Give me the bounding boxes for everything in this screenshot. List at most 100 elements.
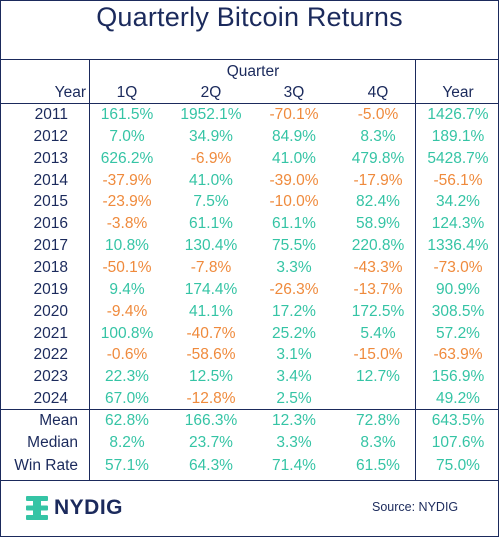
- table-cell: 82.4%: [356, 193, 400, 211]
- table-cell: 57.2%: [436, 324, 480, 342]
- quarter-group-header: Quarter: [226, 63, 280, 80]
- table-cell: 5428.7%: [427, 149, 489, 167]
- table-cell: 7.5%: [193, 193, 229, 211]
- table-cell: -9.4%: [106, 302, 148, 320]
- table-cell: 57.1%: [105, 456, 149, 474]
- row-label-year: 2015: [33, 193, 68, 211]
- table-cell: 1426.7%: [427, 106, 489, 123]
- table-cell: 61.1%: [272, 215, 316, 233]
- col-header-4q: 4Q: [367, 84, 389, 101]
- table-cell: 161.5%: [100, 106, 154, 123]
- table-cell: 156.9%: [431, 368, 485, 386]
- table-cell: 626.2%: [100, 149, 154, 167]
- table-cell: 479.8%: [351, 149, 405, 167]
- row-label-year: 2012: [33, 127, 68, 145]
- table-cell: 643.5%: [431, 412, 485, 429]
- table-cell: 23.7%: [189, 434, 233, 452]
- table-cell: 3.4%: [276, 368, 312, 386]
- row-label-year: 2022: [33, 346, 68, 364]
- table-cell: 12.3%: [272, 412, 316, 429]
- footer-divider: [0, 480, 499, 481]
- title-divider: [0, 59, 499, 60]
- table-cell: -6.9%: [190, 149, 232, 167]
- table-cell: 17.2%: [272, 302, 316, 320]
- table-cell: 62.8%: [105, 412, 149, 429]
- table-cell: -63.9%: [433, 346, 483, 364]
- table-cell: -70.1%: [269, 106, 319, 123]
- table-cell: -58.6%: [186, 346, 236, 364]
- table-cell: -5.0%: [357, 106, 399, 123]
- table-cell: 172.5%: [351, 302, 405, 320]
- table-cell: -50.1%: [102, 258, 152, 276]
- table-cell: 41.1%: [189, 302, 233, 320]
- table-cell: 189.1%: [431, 127, 485, 145]
- row-label-year: 2020: [33, 302, 68, 320]
- table-cell: 12.5%: [189, 368, 233, 386]
- table-cell: 5.4%: [360, 324, 396, 342]
- table-cell: 3.3%: [276, 258, 312, 276]
- table-cell: -26.3%: [269, 280, 319, 298]
- table-cell: -12.8%: [186, 390, 236, 408]
- table-cell: -56.1%: [433, 171, 483, 189]
- row-label-year: 2021: [33, 324, 68, 342]
- table-cell: 72.8%: [356, 412, 400, 429]
- row-label-stat: Mean: [39, 412, 78, 429]
- table-cell: 3.3%: [276, 434, 312, 452]
- row-label-year: 2011: [34, 106, 68, 123]
- table-cell: -43.3%: [353, 258, 403, 276]
- source-note: Source: NYDIG: [372, 500, 459, 514]
- table-cell: 308.5%: [431, 302, 485, 320]
- table-cell: 58.9%: [356, 215, 400, 233]
- table-cell: 25.2%: [272, 324, 316, 342]
- table-cell: 64.3%: [189, 456, 233, 474]
- table-cell: 49.2%: [436, 390, 480, 408]
- table-cell: 107.6%: [431, 434, 485, 452]
- header-divider: [0, 103, 499, 104]
- table-cell: 71.4%: [272, 456, 316, 474]
- year-col-divider: [89, 59, 90, 480]
- table-cell: 10.8%: [105, 237, 149, 255]
- table-cell: -40.7%: [186, 324, 236, 342]
- table-cell: -0.6%: [106, 346, 148, 364]
- annual-col-divider: [415, 59, 416, 480]
- table-cell: 8.2%: [109, 434, 145, 452]
- table-cell: 41.0%: [272, 149, 316, 167]
- row-label-year: 2024: [33, 390, 68, 408]
- col-header-3q: 3Q: [283, 84, 305, 101]
- table-cell: 90.9%: [436, 280, 480, 298]
- row-label-stat: Median: [27, 434, 78, 452]
- table-cell: -7.8%: [190, 258, 232, 276]
- row-label-year: 2016: [33, 215, 68, 233]
- row-label-year: 2014: [33, 171, 68, 189]
- table-cell: -13.7%: [353, 280, 403, 298]
- table-cell: 3.1%: [276, 346, 312, 364]
- col-header-2q: 2Q: [200, 84, 222, 101]
- chart-title: Quarterly Bitcoin Returns: [96, 2, 403, 32]
- logo-text: NYDIG: [54, 496, 124, 519]
- table-cell: -15.0%: [353, 346, 403, 364]
- row-label-year: 2017: [33, 237, 68, 255]
- col-header-1q: 1Q: [116, 84, 138, 101]
- row-label-stat: Win Rate: [14, 456, 78, 474]
- table-cell: -37.9%: [102, 171, 152, 189]
- table-cell: 100.8%: [100, 324, 154, 342]
- col-header-year: Year: [54, 84, 86, 101]
- table-cell: -17.9%: [353, 171, 403, 189]
- table-cell: 12.7%: [356, 368, 400, 386]
- table-cell: 166.3%: [184, 412, 238, 429]
- table-cell: 75.5%: [272, 237, 316, 255]
- summary-divider: [0, 409, 499, 410]
- table-cell: 34.9%: [189, 127, 233, 145]
- table-cell: 130.4%: [184, 237, 238, 255]
- table-cell: 67.0%: [105, 390, 149, 408]
- table-cell: -39.0%: [269, 171, 319, 189]
- row-label-year: 2018: [33, 258, 68, 276]
- table-cell: 8.3%: [360, 434, 396, 452]
- table-cell: 1952.1%: [180, 106, 242, 123]
- table-cell: 9.4%: [109, 280, 145, 298]
- table-cell: 61.5%: [356, 456, 400, 474]
- table-cell: -23.9%: [102, 193, 152, 211]
- table-cell: 1336.4%: [427, 237, 489, 255]
- row-label-year: 2023: [33, 368, 68, 386]
- table-cell: -73.0%: [433, 258, 483, 276]
